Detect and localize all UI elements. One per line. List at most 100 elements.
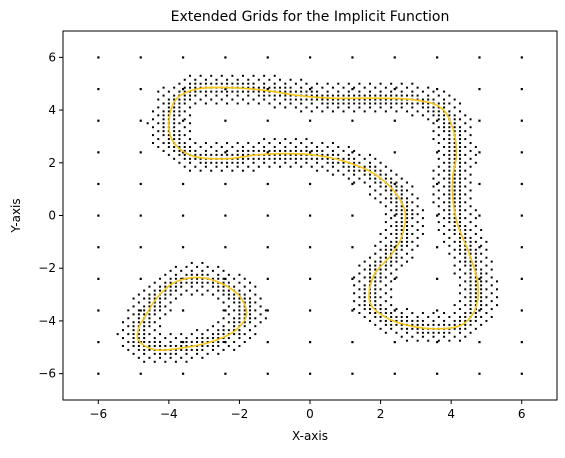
refined-grid-point bbox=[173, 110, 176, 113]
refined-grid-point bbox=[384, 276, 387, 279]
refined-grid-point bbox=[358, 102, 361, 105]
refined-grid-point bbox=[204, 165, 207, 168]
refined-grid-point bbox=[294, 153, 297, 156]
refined-grid-point bbox=[151, 110, 154, 113]
refined-grid-point bbox=[406, 308, 409, 311]
refined-grid-point bbox=[384, 236, 387, 239]
refined-grid-point bbox=[178, 98, 181, 101]
refined-grid-point bbox=[390, 323, 393, 326]
base-grid-point bbox=[266, 246, 269, 249]
refined-grid-point bbox=[189, 161, 192, 164]
refined-grid-point bbox=[421, 90, 424, 93]
base-grid-point bbox=[393, 277, 396, 280]
refined-grid-point bbox=[337, 161, 340, 164]
refined-grid-point bbox=[374, 312, 377, 315]
refined-grid-point bbox=[390, 304, 393, 307]
base-grid-point bbox=[224, 214, 227, 217]
refined-grid-point bbox=[204, 82, 207, 85]
refined-grid-point bbox=[411, 312, 414, 315]
refined-grid-point bbox=[458, 315, 461, 318]
refined-grid-point bbox=[268, 78, 271, 81]
refined-grid-point bbox=[421, 102, 424, 105]
refined-grid-point bbox=[157, 130, 160, 133]
refined-grid-point bbox=[368, 106, 371, 109]
base-grid-point bbox=[309, 182, 312, 186]
refined-grid-point bbox=[321, 110, 324, 113]
refined-grid-point bbox=[443, 114, 446, 117]
refined-grid-point bbox=[358, 280, 361, 283]
refined-grid-point bbox=[211, 269, 214, 272]
refined-grid-point bbox=[231, 169, 234, 172]
refined-grid-point bbox=[384, 102, 387, 105]
refined-grid-point bbox=[406, 339, 409, 342]
refined-grid-point bbox=[469, 284, 472, 287]
refined-grid-point bbox=[384, 221, 387, 224]
refined-grid-point bbox=[337, 94, 340, 97]
refined-grid-point bbox=[316, 161, 319, 164]
refined-grid-point bbox=[384, 264, 387, 267]
refined-grid-point bbox=[358, 177, 361, 180]
refined-grid-point bbox=[448, 165, 451, 168]
refined-grid-point bbox=[453, 232, 456, 235]
refined-grid-point bbox=[220, 153, 223, 156]
refined-grid-point bbox=[268, 153, 271, 156]
refined-grid-point bbox=[390, 264, 393, 267]
refined-grid-point bbox=[437, 189, 440, 192]
refined-grid-point bbox=[167, 106, 170, 109]
refined-grid-point bbox=[316, 94, 319, 97]
refined-grid-point bbox=[353, 102, 356, 105]
base-grid-point bbox=[520, 151, 523, 154]
refined-grid-point bbox=[148, 344, 151, 347]
refined-grid-point bbox=[164, 360, 167, 363]
refined-grid-point bbox=[458, 232, 461, 235]
refined-grid-point bbox=[379, 193, 382, 196]
refined-grid-point bbox=[174, 265, 177, 268]
refined-grid-point bbox=[363, 110, 366, 113]
refined-grid-point bbox=[174, 360, 177, 363]
refined-grid-point bbox=[211, 281, 214, 284]
refined-grid-point bbox=[453, 256, 456, 259]
refined-grid-point bbox=[474, 145, 477, 148]
refined-grid-point bbox=[453, 161, 456, 164]
refined-grid-point bbox=[448, 114, 451, 117]
refined-grid-point bbox=[379, 319, 382, 322]
refined-grid-point bbox=[390, 209, 393, 212]
refined-grid-point bbox=[443, 138, 446, 141]
refined-grid-point bbox=[384, 308, 387, 311]
refined-grid-point bbox=[406, 236, 409, 239]
refined-grid-point bbox=[437, 106, 440, 109]
refined-grid-point bbox=[289, 78, 292, 81]
refined-grid-point bbox=[226, 149, 229, 152]
refined-grid-point bbox=[190, 341, 193, 344]
refined-grid-point bbox=[400, 90, 403, 93]
refined-grid-point bbox=[284, 145, 287, 148]
refined-grid-point bbox=[217, 337, 220, 340]
refined-grid-point bbox=[227, 337, 230, 340]
refined-grid-point bbox=[390, 82, 393, 85]
refined-grid-point bbox=[231, 82, 234, 85]
refined-grid-point bbox=[395, 110, 398, 113]
refined-grid-point bbox=[259, 305, 262, 308]
refined-grid-point bbox=[469, 126, 472, 129]
refined-grid-point bbox=[178, 110, 181, 113]
refined-grid-point bbox=[464, 280, 467, 283]
refined-grid-point bbox=[395, 185, 398, 188]
refined-grid-point bbox=[469, 280, 472, 283]
refined-grid-point bbox=[464, 319, 467, 322]
refined-grid-point bbox=[342, 149, 345, 152]
refined-grid-point bbox=[432, 169, 435, 172]
refined-grid-point bbox=[238, 329, 241, 332]
refined-grid-point bbox=[411, 90, 414, 93]
refined-grid-point bbox=[169, 341, 172, 344]
refined-grid-point bbox=[448, 331, 451, 334]
refined-grid-point bbox=[241, 169, 244, 172]
refined-grid-point bbox=[236, 161, 239, 164]
refined-grid-point bbox=[411, 323, 414, 326]
refined-grid-point bbox=[169, 269, 172, 272]
refined-grid-point bbox=[469, 331, 472, 334]
refined-grid-point bbox=[406, 102, 409, 105]
refined-grid-point bbox=[326, 169, 329, 172]
refined-grid-point bbox=[284, 106, 287, 109]
refined-grid-point bbox=[247, 165, 250, 168]
base-grid-point bbox=[181, 119, 185, 122]
